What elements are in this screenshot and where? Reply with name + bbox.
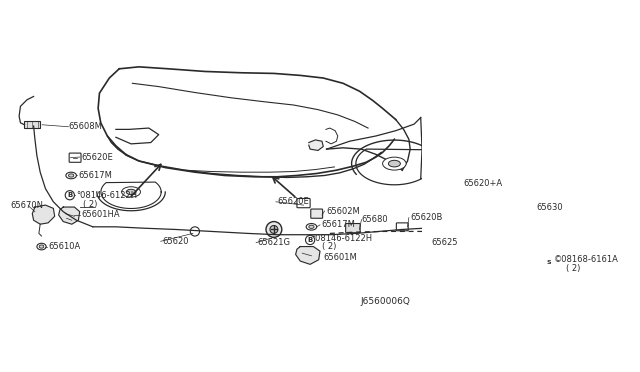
Circle shape bbox=[422, 233, 432, 242]
Text: B: B bbox=[67, 192, 72, 198]
Polygon shape bbox=[527, 208, 544, 227]
Text: 65601M: 65601M bbox=[323, 253, 357, 262]
Text: 65620E: 65620E bbox=[277, 197, 309, 206]
Text: 65617M: 65617M bbox=[78, 171, 112, 180]
Text: 65670N: 65670N bbox=[10, 201, 43, 210]
Text: 65620B: 65620B bbox=[410, 213, 442, 222]
Text: 65602M: 65602M bbox=[326, 206, 360, 215]
Text: 65630: 65630 bbox=[536, 203, 563, 212]
Circle shape bbox=[270, 225, 278, 233]
Ellipse shape bbox=[383, 157, 406, 170]
Text: 65601HA: 65601HA bbox=[81, 211, 120, 219]
Ellipse shape bbox=[388, 160, 401, 167]
Ellipse shape bbox=[126, 189, 136, 195]
Circle shape bbox=[65, 190, 74, 200]
Text: ( 2): ( 2) bbox=[566, 264, 580, 273]
Text: S: S bbox=[546, 260, 551, 265]
FancyBboxPatch shape bbox=[24, 122, 40, 128]
Text: °08146-6122H: °08146-6122H bbox=[312, 234, 372, 243]
Ellipse shape bbox=[39, 245, 44, 248]
Text: 65620E: 65620E bbox=[81, 153, 113, 161]
Circle shape bbox=[305, 235, 315, 245]
Ellipse shape bbox=[122, 187, 140, 197]
Text: 65620+A: 65620+A bbox=[463, 179, 502, 188]
FancyBboxPatch shape bbox=[346, 224, 360, 233]
Text: 65621G: 65621G bbox=[257, 238, 291, 247]
Polygon shape bbox=[296, 247, 320, 264]
Ellipse shape bbox=[308, 225, 314, 228]
Text: ( 2): ( 2) bbox=[83, 200, 97, 209]
Ellipse shape bbox=[306, 224, 317, 230]
Ellipse shape bbox=[37, 243, 46, 250]
Text: ( 2): ( 2) bbox=[322, 242, 337, 251]
Text: 65608M: 65608M bbox=[68, 122, 102, 131]
Ellipse shape bbox=[68, 174, 74, 177]
Text: ©08168-6161A: ©08168-6161A bbox=[554, 255, 619, 264]
Text: 65610A: 65610A bbox=[49, 242, 81, 251]
Circle shape bbox=[544, 258, 553, 267]
Text: J6560006Q: J6560006Q bbox=[360, 297, 410, 307]
FancyBboxPatch shape bbox=[69, 153, 81, 162]
Text: 65617M: 65617M bbox=[321, 220, 355, 230]
Text: 65680: 65680 bbox=[362, 215, 388, 224]
FancyBboxPatch shape bbox=[311, 209, 323, 218]
Text: 65620: 65620 bbox=[162, 237, 189, 246]
FancyBboxPatch shape bbox=[396, 223, 408, 231]
Text: °08146-6122H: °08146-6122H bbox=[76, 191, 138, 200]
Polygon shape bbox=[308, 140, 323, 150]
Polygon shape bbox=[59, 207, 80, 224]
Circle shape bbox=[266, 222, 282, 237]
Ellipse shape bbox=[66, 172, 76, 179]
Text: B: B bbox=[307, 237, 313, 243]
Circle shape bbox=[190, 227, 200, 236]
FancyBboxPatch shape bbox=[297, 199, 310, 208]
Polygon shape bbox=[32, 205, 54, 224]
Text: 65625: 65625 bbox=[431, 238, 458, 247]
